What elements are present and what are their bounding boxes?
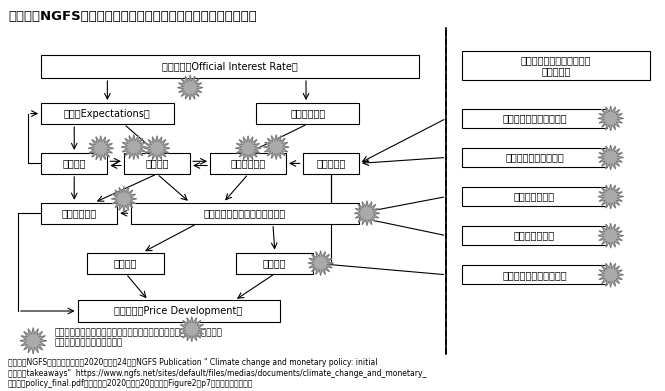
Text: コモディティ価格の変化: コモディティ価格の変化 [502, 270, 567, 280]
FancyBboxPatch shape [462, 148, 607, 167]
Text: 貨幣信用: 貨幣信用 [63, 158, 86, 169]
FancyBboxPatch shape [210, 153, 286, 174]
Polygon shape [308, 251, 333, 276]
FancyBboxPatch shape [462, 226, 607, 245]
FancyBboxPatch shape [462, 187, 607, 206]
Text: 銀行貸付金利: 銀行貸付金利 [231, 158, 266, 169]
Polygon shape [121, 135, 146, 160]
FancyBboxPatch shape [130, 203, 359, 224]
Polygon shape [598, 223, 623, 248]
Text: 図表８　NGFSが想定する金融システムに及ぼす気候変動の影響: 図表８ NGFSが想定する金融システムに及ぼす気候変動の影響 [8, 10, 257, 23]
FancyBboxPatch shape [41, 55, 418, 78]
FancyBboxPatch shape [462, 109, 607, 128]
Text: リスクプレミアムの変化: リスクプレミアムの変化 [502, 113, 567, 123]
Polygon shape [144, 136, 170, 161]
Polygon shape [354, 201, 380, 226]
Polygon shape [235, 136, 261, 161]
Text: takeaways"  https://www.ngfs.net/sites/default/files/medias/documents/climate_ch: takeaways" https://www.ngfs.net/sites/de… [8, 369, 426, 378]
FancyBboxPatch shape [462, 265, 607, 284]
FancyBboxPatch shape [41, 153, 107, 174]
Polygon shape [263, 135, 289, 160]
Text: （出所）NGFSウェッブサイト、2020年６月24日付NGFS Publication " Climate change and monetary policy: （出所）NGFSウェッブサイト、2020年６月24日付NGFS Publicat… [8, 358, 378, 367]
Text: 賃金及び物価: 賃金及び物価 [62, 208, 97, 218]
Polygon shape [598, 184, 623, 209]
FancyBboxPatch shape [303, 153, 359, 174]
Polygon shape [598, 145, 623, 170]
Text: 為替レート: 為替レート [316, 158, 346, 169]
Text: 財政政策の変化: 財政政策の変化 [514, 231, 555, 241]
Text: 金融市場金利: 金融市場金利 [290, 109, 325, 118]
FancyBboxPatch shape [41, 103, 174, 124]
Polygon shape [111, 187, 136, 211]
Text: 政策金利（Official Interest Rate）: 政策金利（Official Interest Rate） [162, 61, 298, 72]
FancyBboxPatch shape [256, 103, 359, 124]
FancyBboxPatch shape [462, 51, 650, 80]
FancyBboxPatch shape [78, 300, 279, 321]
Text: 財および労働市場の需要と供給: 財および労働市場の需要と供給 [203, 208, 286, 218]
FancyBboxPatch shape [124, 153, 190, 174]
Polygon shape [598, 262, 623, 287]
Text: 世界経済の変化: 世界経済の変化 [514, 192, 555, 201]
Text: 物価形成（Price Development）: 物価形成（Price Development） [114, 306, 243, 316]
FancyBboxPatch shape [88, 253, 164, 274]
Polygon shape [88, 136, 113, 161]
Text: 輸入価格: 輸入価格 [263, 258, 287, 268]
FancyBboxPatch shape [41, 203, 117, 224]
Text: 資産価格: 資産価格 [145, 158, 169, 169]
Polygon shape [598, 106, 623, 131]
Text: 銀行の自己資本の変化: 銀行の自己資本の変化 [505, 152, 564, 162]
Polygon shape [179, 317, 204, 342]
Text: 期待（Expectations）: 期待（Expectations） [64, 109, 151, 118]
Text: 中央銀行のコントロール外
のショック: 中央銀行のコントロール外 のショック [521, 55, 591, 76]
FancyBboxPatch shape [237, 253, 313, 274]
Polygon shape [178, 75, 203, 100]
Text: 印は直接または間接的に気候変動がもたらす物理的または移行リスクに
より影響を受ける経路を示す: 印は直接または間接的に気候変動がもたらす物理的または移行リスクに より影響を受け… [55, 328, 222, 347]
Polygon shape [20, 328, 47, 354]
Text: 国内物価: 国内物価 [114, 258, 137, 268]
Text: policy_final.pdf　（閲覧日2020年８月20日）よりFigure2（p7掲載）を筆者が翻訳: policy_final.pdf （閲覧日2020年８月20日）よりFigure… [8, 379, 253, 388]
